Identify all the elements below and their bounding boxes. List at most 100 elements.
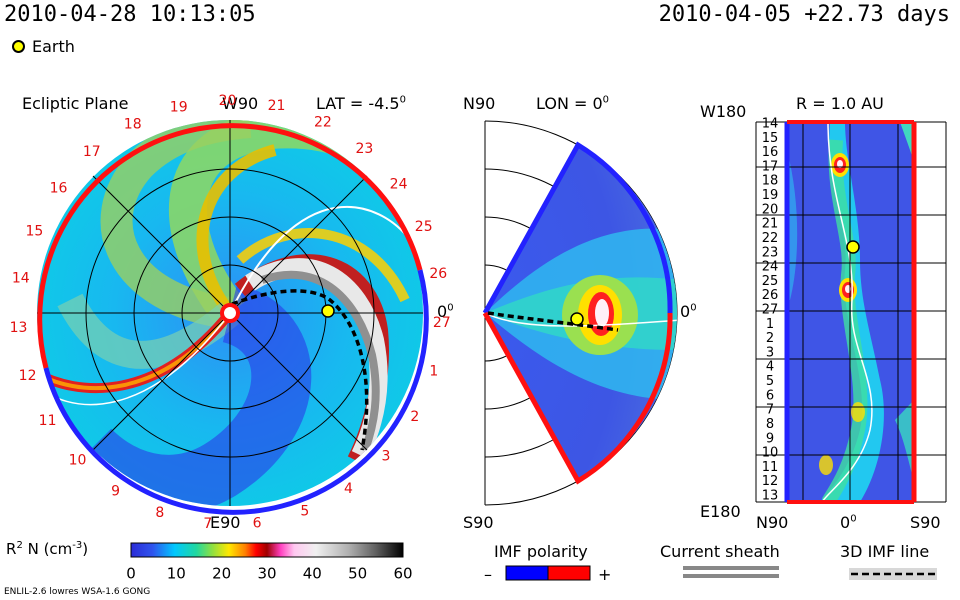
carrington-label: 12 (19, 368, 37, 384)
imf-plus-swatch (547, 565, 591, 581)
imf-minus-label: – (484, 565, 492, 584)
carrington-label: 23 (355, 141, 373, 157)
sphere-y-tick: 17 (762, 159, 779, 174)
sphere-xtick-s90: S90 (910, 513, 941, 532)
sphere-bottom-label: E180 (700, 502, 741, 521)
carrington-label: 25 (415, 219, 433, 235)
carrington-label: 13 (10, 320, 28, 336)
carrington-label: 2 (410, 409, 419, 425)
carrington-label: 7 (203, 516, 212, 532)
sphere-y-tick: 24 (762, 260, 779, 275)
sphere-y-tick: 25 (762, 274, 779, 289)
colorbar-tick: 60 (393, 565, 412, 583)
carrington-label: 17 (83, 144, 101, 160)
sphere-y-tick: 2 (766, 331, 774, 346)
ecliptic-right-label: 00 (437, 302, 454, 321)
carrington-label: 15 (25, 223, 43, 239)
colorbar-gradient (130, 542, 404, 558)
carrington-label: 11 (39, 413, 57, 429)
meridional-ring-south (482, 311, 673, 485)
imf-line-legend (849, 568, 937, 580)
sphere-y-tick: 1 (766, 317, 774, 332)
sphere-y-tick: 21 (762, 217, 779, 232)
sphere-y-tick: 8 (766, 417, 774, 432)
sphere-title: R = 1.0 AU (796, 94, 884, 113)
sphere-xtick-n90: N90 (756, 513, 789, 532)
meridional-right-label: 00 (680, 302, 697, 321)
carrington-label: 16 (50, 180, 68, 196)
carrington-label: 26 (429, 266, 447, 282)
sphere-y-tick: 6 (766, 388, 774, 403)
carrington-label: 24 (390, 176, 408, 192)
sphere-y-tick: 23 (762, 245, 779, 260)
carrington-label: 9 (111, 484, 120, 500)
datetime-label: 2010-04-28 10:13:05 (4, 2, 256, 27)
model-footer: ENLIL-2.6 lowres WSA-1.6 GONG (4, 587, 151, 597)
colorbar-label: R2 N (cm-3) (6, 540, 89, 558)
ecliptic-sun-marker (220, 303, 240, 323)
meridional-structures (485, 145, 678, 481)
meridional-ring-north (482, 141, 673, 315)
sphere-y-tick: 26 (762, 288, 779, 303)
earth-legend-label: Earth (32, 37, 75, 56)
carrington-label: 18 (124, 117, 142, 133)
carrington-label: 1 (429, 363, 438, 379)
sphere-earth-marker (846, 240, 860, 254)
carrington-labels: 19 20 212223242526271234567891011121314151… (10, 93, 451, 532)
ecliptic-earth-marker (321, 304, 335, 318)
meridional-earth-marker (570, 312, 584, 326)
sphere-panel: 1415161718192021222324252627123456789101… (755, 117, 947, 504)
sphere-y-tick: 7 (766, 403, 774, 418)
ecliptic-imf-line (231, 289, 369, 451)
carrington-label: 20 (219, 93, 237, 109)
carrington-label: 27 (433, 315, 451, 331)
carrington-label: 4 (344, 481, 353, 497)
sphere-y-tick: 20 (762, 202, 779, 217)
carrington-label: 22 (314, 115, 332, 131)
carrington-label: 21 (268, 98, 286, 114)
sphere-y-ticks: 1415161718192021222324252627123456789101… (762, 117, 779, 504)
sphere-y-tick: 4 (766, 360, 774, 375)
ecliptic-ring-east (43, 269, 429, 515)
colorbar-ticks: 0 10 20 30 40 50 60 (126, 565, 412, 583)
current-sheath-legend (683, 566, 779, 578)
ecliptic-ring-west (37, 123, 423, 369)
sphere-y-tick: 22 (762, 231, 779, 246)
carrington-label: 5 (300, 503, 309, 519)
sphere-y-tick: 10 (762, 446, 779, 461)
carrington-label: 14 (12, 271, 30, 287)
earth-legend-icon (12, 40, 25, 53)
meridional-imf-line (487, 311, 619, 332)
meridional-panel (482, 120, 678, 506)
sphere-y-tick: 19 (762, 188, 779, 203)
reference-label: 2010-04-05 +22.73 days (658, 2, 950, 27)
carrington-label: 6 (253, 515, 262, 531)
ecliptic-title: Ecliptic Plane (22, 94, 129, 113)
ecliptic-top-label: W90 (222, 94, 259, 113)
lon-label: LON = 00 (536, 94, 610, 113)
imf-plus-label: + (598, 565, 612, 584)
sphere-y-tick: 13 (762, 489, 779, 504)
sphere-y-tick: 9 (766, 431, 774, 446)
sphere-y-tick: 15 (762, 131, 779, 146)
carrington-label: 3 (381, 449, 390, 465)
imf-minus-swatch (505, 565, 549, 581)
colorbar-tick: 50 (348, 565, 367, 583)
meridional-bottom-label: S90 (463, 513, 494, 532)
sphere-y-tick: 3 (766, 345, 774, 360)
lat-label: LAT = -4.50 (316, 94, 406, 113)
sphere-y-tick: 14 (762, 117, 779, 132)
sphere-xtick-0: 00 (840, 513, 857, 532)
sphere-top-label: W180 (700, 102, 747, 121)
sphere-y-tick: 11 (762, 460, 779, 475)
colorbar-tick: 30 (257, 565, 276, 583)
colorbar-tick: 10 (167, 565, 186, 583)
current-sheath-label: Current sheath (660, 542, 780, 561)
ecliptic-panel: 19 20 212223242526271234567891011121314151… (10, 93, 451, 532)
imf-line-label: 3D IMF line (840, 542, 930, 561)
sphere-y-tick: 16 (762, 145, 779, 160)
colorbar-tick: 40 (303, 565, 322, 583)
sphere-y-tick: 5 (766, 374, 774, 389)
colorbar-tick: 20 (212, 565, 231, 583)
